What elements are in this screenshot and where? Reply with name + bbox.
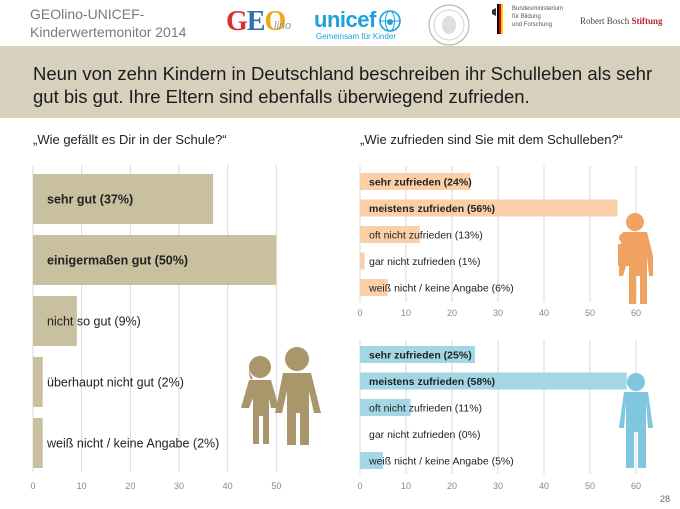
unicef-wordmark: unicef [314, 7, 376, 32]
ministry-logo-text: Bundesministerium für Bildung und Forsch… [512, 5, 563, 29]
brand-title: GEOlino-UNICEF- Kinderwertemonitor 2014 [30, 5, 186, 41]
parents-orange-tick-label: 60 [631, 308, 641, 318]
parents-orange-bar [360, 226, 420, 243]
kids-tick-label: 20 [125, 481, 135, 491]
parents-blue-bar-label: sehr zufrieden (25%) [369, 349, 472, 361]
kids-tick-label: 0 [30, 481, 35, 491]
page-number: 28 [659, 494, 670, 504]
kids-bar-label: einigermaßen gut (50%) [47, 254, 188, 268]
kids-bar [33, 235, 277, 285]
kids-bar [33, 174, 214, 224]
parents-blue-bar-label: meistens zufrieden (58%) [369, 376, 495, 388]
question-children: „Wie gefällt es Dir in der Schule?“ [33, 132, 227, 147]
geolino-logo: GEO lino [226, 6, 306, 42]
parents-orange-tick-label: 20 [447, 308, 457, 318]
kids-tick-label: 40 [223, 481, 233, 491]
title-band [0, 46, 680, 118]
kids-bar [33, 296, 77, 346]
unicef-globe-icon [379, 10, 401, 32]
parents-blue-bar [360, 452, 383, 469]
kids-bar-label: nicht so gut (9%) [47, 315, 141, 329]
parents-orange-tick-label: 40 [539, 308, 549, 318]
parents-orange-tick-label: 30 [493, 308, 503, 318]
parents-blue-tick-label: 40 [539, 481, 549, 491]
parents-blue-tick-label: 20 [447, 481, 457, 491]
unicef-logo: unicef Gemeinsam für Kinder [314, 7, 406, 43]
bosch-logo-foundation: Stiftung [631, 16, 663, 26]
brand-line-1: GEOlino-UNICEF- [30, 6, 145, 22]
kids-bar [33, 418, 43, 468]
parents-blue-bar-label: gar nicht zufrieden (0%) [369, 429, 480, 441]
geolino-logo-g: G [226, 6, 248, 37]
ministry-line-2: für Bildung [512, 14, 541, 20]
parent-orange-silhouette-icon [618, 213, 653, 304]
kids-tick-label: 50 [271, 481, 281, 491]
parents-blue-tick-label: 30 [493, 481, 503, 491]
parents-orange-bar [360, 252, 365, 270]
parents-blue-bar-label: weiß nicht / keine Angabe (5%) [368, 455, 514, 467]
geolino-logo-lino: lino [274, 20, 292, 32]
parents-blue-bar [360, 399, 411, 416]
children-silhouette-icon [241, 347, 321, 445]
bosch-logo-name: Robert Bosch [580, 16, 632, 26]
kids-bar-label: sehr gut (37%) [47, 193, 133, 207]
parents-orange-bar-label: oft nicht zufrieden (13%) [369, 229, 483, 241]
kids-bar [33, 357, 43, 407]
parents-orange-bar-label: sehr zufrieden (24%) [369, 176, 472, 188]
parent-blue-silhouette-icon [619, 373, 653, 468]
kids-bar-label: überhaupt nicht gut (2%) [47, 376, 184, 390]
parents-orange-bar-label: weiß nicht / keine Angabe (6%) [368, 282, 514, 294]
chart-parents-orange: 0 10 20 30 40 50 60 sehr zufrieden (24%) meisten… [357, 166, 641, 318]
parents-orange-bar [360, 279, 388, 296]
parents-orange-bar-label: meistens zufrieden (56%) [369, 203, 495, 215]
chart-children: 0 10 20 30 40 50 sehr gut (37%) einigermaßen gu… [30, 165, 281, 491]
parents-blue-bar [360, 372, 627, 390]
question-parents: „Wie zufrieden sind Sie mit dem Schulleb… [360, 132, 624, 147]
geolino-logo-e: E [246, 6, 266, 37]
ministry-line-1: Bundesministerium [512, 6, 564, 12]
parents-orange-bar [360, 173, 471, 190]
parents-blue-bar [360, 346, 475, 363]
kids-tick-label: 30 [174, 481, 184, 491]
parents-blue-tick-label: 50 [585, 481, 595, 491]
geolino-logo-o: O [264, 6, 286, 37]
ministry-line-3: und Forschung [512, 22, 553, 28]
parents-blue-tick-label: 10 [401, 481, 411, 491]
university-seal-icon [428, 4, 470, 46]
bosch-logo: Robert Bosch Stiftung [580, 16, 663, 26]
unicef-tagline: Gemeinsam für Kinder [316, 32, 397, 41]
header: GEOlino-UNICEF- Kinderwertemonitor 2014 … [0, 0, 680, 46]
parents-orange-tick-label: 50 [585, 308, 595, 318]
brand-line-2: Kinderwertemonitor 2014 [30, 24, 187, 40]
kids-bar-label: weiß nicht / keine Angabe (2%) [46, 437, 219, 451]
federal-eagle-icon [492, 4, 503, 34]
slide-title: Neun von zehn Kindern in Deutschland bes… [33, 63, 653, 107]
kids-tick-label: 10 [77, 481, 87, 491]
parents-blue-tick-label: 0 [357, 481, 362, 491]
parents-orange-bar-label: gar nicht zufrieden (1%) [369, 256, 480, 268]
parents-orange-tick-label: 10 [401, 308, 411, 318]
parents-blue-tick-label: 60 [631, 481, 641, 491]
parents-blue-bar-label: oft nicht zufrieden (11%) [369, 402, 482, 414]
parents-orange-tick-label: 0 [357, 308, 362, 318]
chart-parents-blue: 0 10 20 30 40 50 60 sehr zufrieden (25%) meisten… [357, 340, 641, 491]
parents-orange-bar [360, 199, 618, 217]
